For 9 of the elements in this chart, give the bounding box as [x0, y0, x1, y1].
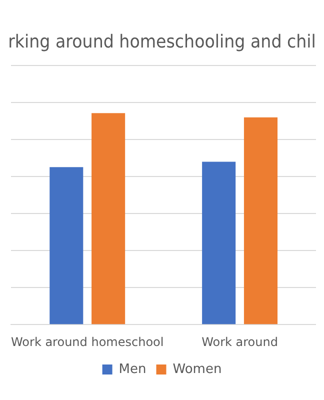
- x-tick-label: Work around: [202, 334, 278, 349]
- legend-label: Men: [118, 362, 146, 377]
- bar: [202, 162, 236, 324]
- bar: [244, 117, 278, 324]
- bar: [50, 167, 84, 324]
- chart-title: rking around homeschooling and chil: [8, 32, 316, 53]
- x-tick-label: Work around homeschool: [11, 334, 164, 349]
- legend-label: Women: [172, 362, 222, 377]
- bar: [92, 113, 126, 324]
